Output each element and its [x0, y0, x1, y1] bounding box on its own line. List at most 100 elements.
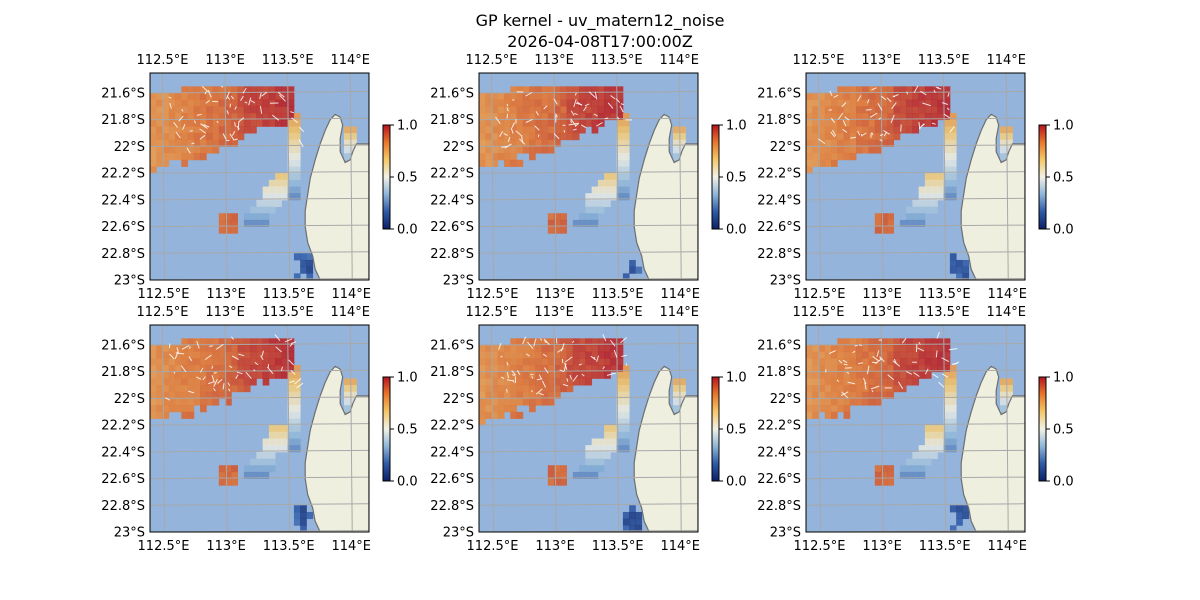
heatmap-cell [150, 146, 157, 154]
heatmap-cell [193, 351, 201, 359]
gridline-lon [349, 73, 353, 280]
vector-arrow [864, 382, 867, 390]
heatmap-cell [485, 159, 492, 167]
heatmap-cell [200, 351, 207, 359]
gridline-lon [880, 73, 884, 280]
heatmap-cell [187, 345, 195, 353]
vector-arrow [176, 347, 179, 354]
y-tick: 22.6°S [101, 220, 145, 235]
heatmap-cell [168, 139, 176, 147]
heatmap-cell [824, 93, 832, 101]
heatmap-cell [479, 99, 486, 107]
heatmap-cell [206, 106, 213, 114]
map-layers [479, 325, 698, 532]
heatmap-cell [150, 133, 157, 141]
heatmap-cell [243, 471, 251, 479]
heatmap-cell [806, 159, 813, 167]
x-tick-bottom: 114°E [331, 287, 371, 302]
x-tick-top: 112.5°E [793, 305, 845, 320]
y-tick: 22.2°S [101, 167, 145, 182]
heatmap-cell [293, 153, 301, 161]
heatmap-cell [281, 113, 289, 121]
heatmap-cell [585, 345, 593, 353]
heatmap-cell [579, 119, 586, 127]
heatmap-cell [616, 411, 624, 419]
heatmap-cell [604, 186, 611, 194]
heatmap-cell [287, 186, 295, 194]
heatmap-cell [287, 385, 295, 393]
heatmap-cell [616, 438, 624, 446]
heatmap-cell [843, 365, 851, 373]
heatmap-cell [200, 398, 207, 406]
heatmap-cell [206, 345, 213, 353]
heatmap-cell [1006, 139, 1013, 147]
heatmap-cell [924, 179, 932, 187]
x-tick-bottom: 113°E [535, 287, 575, 302]
heatmap-cell [193, 385, 201, 393]
heatmap-cell [162, 146, 170, 154]
vector-arrow [169, 353, 175, 360]
heatmap-cell [924, 93, 932, 101]
gridline-lat [806, 251, 1025, 254]
vector-arrow [604, 117, 609, 120]
heatmap-cell [275, 365, 282, 373]
colorbar-tick-label: 1.0 [397, 371, 418, 386]
heatmap-cell [250, 219, 257, 227]
heatmap-cell [522, 133, 530, 141]
heatmap-cell [529, 133, 536, 141]
heatmap-cell [824, 99, 832, 107]
heatmap-cell [479, 411, 486, 419]
vector-arrow [280, 366, 283, 371]
heatmap-cell [881, 351, 888, 359]
gridline-lon [491, 325, 495, 532]
heatmap-cell [924, 113, 932, 121]
heatmap-cell [535, 113, 542, 121]
heatmap-cell [510, 385, 517, 393]
heatmap-cell [672, 133, 680, 141]
gridline-lon [349, 325, 353, 532]
heatmap-cell [293, 133, 301, 141]
vector-arrow [261, 350, 264, 357]
heatmap-cell [629, 525, 636, 532]
heatmap-cell [168, 371, 176, 379]
heatmap-cell [485, 133, 492, 141]
heatmap-cell [281, 351, 289, 359]
heatmap-cell [831, 365, 838, 373]
x-tick-top: 114°E [986, 53, 1026, 68]
heatmap-cell [225, 119, 232, 127]
heatmap-cell [560, 86, 567, 94]
vector-arrow [857, 130, 861, 136]
y-tick: 22.4°S [101, 445, 145, 460]
gridline-lat [806, 423, 1025, 426]
vector-arrow [181, 345, 190, 350]
heatmap-cell [504, 146, 511, 154]
heatmap-cell [225, 226, 232, 234]
vector-arrow [846, 371, 850, 375]
heatmap-cell [225, 365, 232, 373]
vector-arrow [830, 117, 836, 123]
vector-arrow [588, 91, 596, 99]
heatmap-cell [918, 351, 926, 359]
gridline-lon [224, 325, 228, 532]
heatmap-cell [906, 378, 913, 386]
heatmap-cell [491, 153, 499, 161]
heatmap-cell [181, 338, 188, 346]
heatmap-cell [212, 351, 220, 359]
heatmap-cell [162, 391, 170, 399]
gridline-lon [818, 73, 822, 280]
heatmap-cell [899, 371, 907, 379]
gridline-lat [806, 396, 1025, 399]
heatmap-cell [262, 206, 270, 214]
heatmap-cell [906, 371, 913, 379]
heatmap-cell [150, 351, 157, 359]
heatmap-cell [162, 398, 170, 406]
vector-arrow [850, 136, 856, 139]
heatmap-cell [874, 478, 882, 486]
heatmap-cell [181, 133, 188, 141]
heatmap-cell [868, 139, 876, 147]
heatmap-cell [516, 93, 524, 101]
heatmap-cell [529, 365, 536, 373]
heatmap-cell [300, 511, 307, 520]
heatmap-cell [824, 385, 832, 393]
heatmap-cell [912, 126, 920, 134]
